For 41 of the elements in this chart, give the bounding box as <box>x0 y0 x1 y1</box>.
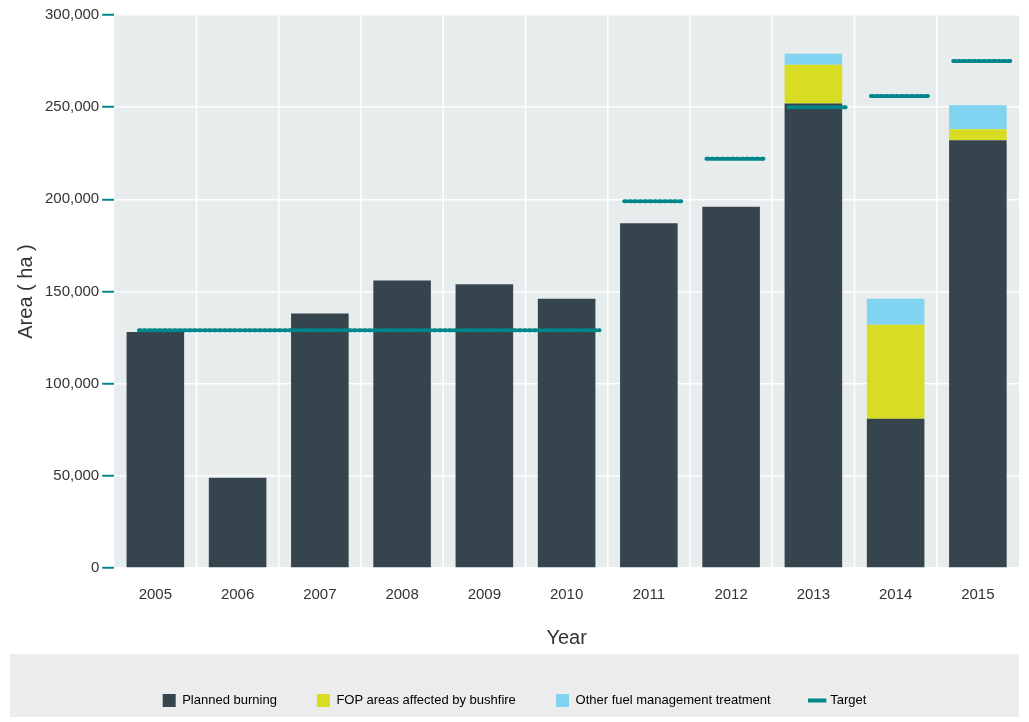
x-tick-label: 2014 <box>878 585 913 603</box>
x-tick-label: 2008 <box>385 585 419 603</box>
x-tick-label: 2015 <box>961 585 995 603</box>
legend-label: Other fuel management treatment <box>575 692 772 708</box>
x-tick-label: 2007 <box>303 585 337 603</box>
y-tick-label: 200,000 <box>44 189 100 207</box>
x-axis-title: Year <box>546 625 588 648</box>
legend-label: FOP areas affected by bushfire <box>336 692 516 708</box>
bar <box>455 284 514 568</box>
x-tick-label: 2011 <box>632 585 665 603</box>
legend-label: Target <box>830 692 867 708</box>
y-tick-label: 50,000 <box>53 465 100 483</box>
bar <box>291 313 349 568</box>
bar <box>866 418 925 568</box>
x-tick-label: 2009 <box>467 585 502 603</box>
x-tick-label: 2013 <box>796 585 831 603</box>
x-tick-label: 2012 <box>714 585 748 603</box>
bar <box>866 298 925 325</box>
bar <box>126 332 185 568</box>
bar <box>949 140 1007 568</box>
bar <box>949 105 1007 130</box>
y-tick-label: 250,000 <box>44 97 100 115</box>
bar <box>702 206 760 568</box>
bar <box>784 64 843 104</box>
bar <box>784 103 843 568</box>
x-tick-label: 2005 <box>138 585 173 603</box>
y-axis-title: Area ( ha ) <box>13 244 36 339</box>
bar <box>866 324 925 419</box>
y-tick-label: 0 <box>90 558 100 576</box>
x-tick-label: 2006 <box>220 585 255 603</box>
bar <box>208 477 267 568</box>
y-tick-label: 100,000 <box>44 373 100 391</box>
x-tick-label: 2010 <box>549 585 584 603</box>
bar <box>373 280 431 568</box>
bar <box>620 223 678 568</box>
legend-label: Planned burning <box>182 692 277 708</box>
bar <box>949 129 1007 141</box>
y-tick-label: 300,000 <box>44 5 100 23</box>
y-tick-label: 150,000 <box>44 281 100 299</box>
bar <box>784 53 843 65</box>
bar <box>537 298 596 568</box>
